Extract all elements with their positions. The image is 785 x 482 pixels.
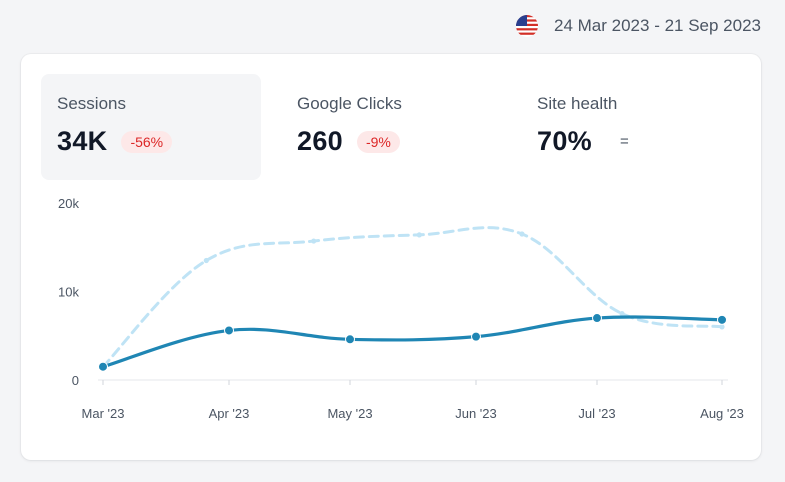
change-badge: -56% — [121, 130, 173, 153]
us-flag-icon — [516, 15, 539, 37]
metric-label: Site health — [537, 94, 618, 113]
secondary-series-point — [311, 238, 317, 244]
x-tick-label: May '23 — [327, 406, 372, 421]
metric-label: Google Clicks — [297, 94, 402, 113]
metric-label: Sessions — [57, 94, 126, 113]
secondary-series-line — [101, 226, 724, 369]
x-tick-label: Jul '23 — [578, 406, 615, 421]
secondary-series-point — [619, 311, 625, 317]
secondary-series-point — [416, 232, 422, 238]
primary-series-point — [471, 331, 481, 342]
date-range-selector[interactable]: 24 Mar 2023 - 21 Sep 2023 — [516, 15, 761, 37]
y-tick-label: 20k — [58, 196, 79, 211]
metric-value: 70% — [537, 126, 592, 156]
primary-series-point — [224, 325, 234, 336]
metrics-card: Sessions 34K -56% Google Clicks 260 -9% … — [21, 54, 761, 460]
x-tick-label: Aug '23 — [700, 406, 744, 421]
metric-google-clicks[interactable]: Google Clicks 260 -9% — [281, 74, 501, 180]
metric-sessions[interactable]: Sessions 34K -56% — [41, 74, 261, 180]
y-tick-label: 10k — [58, 285, 79, 300]
x-tick-label: Apr '23 — [209, 406, 250, 421]
secondary-series-point — [519, 231, 525, 237]
primary-series-point — [592, 313, 602, 324]
y-tick-label: 0 — [72, 373, 79, 388]
metric-site-health[interactable]: Site health 70% = — [521, 74, 741, 180]
date-range-text: 24 Mar 2023 - 21 Sep 2023 — [554, 16, 761, 35]
primary-series-point — [717, 314, 727, 325]
x-tick-label: Jun '23 — [455, 406, 497, 421]
x-tick-label: Mar '23 — [82, 406, 125, 421]
secondary-series-point — [719, 324, 725, 330]
change-badge: -9% — [356, 130, 400, 153]
primary-series-point — [345, 334, 355, 345]
secondary-series-point — [203, 257, 209, 264]
metric-value: 260 — [297, 126, 343, 156]
metric-value: 34K — [57, 126, 108, 156]
primary-series-line — [101, 315, 724, 369]
primary-series-point — [98, 361, 108, 372]
change-neutral: = — [619, 133, 629, 150]
